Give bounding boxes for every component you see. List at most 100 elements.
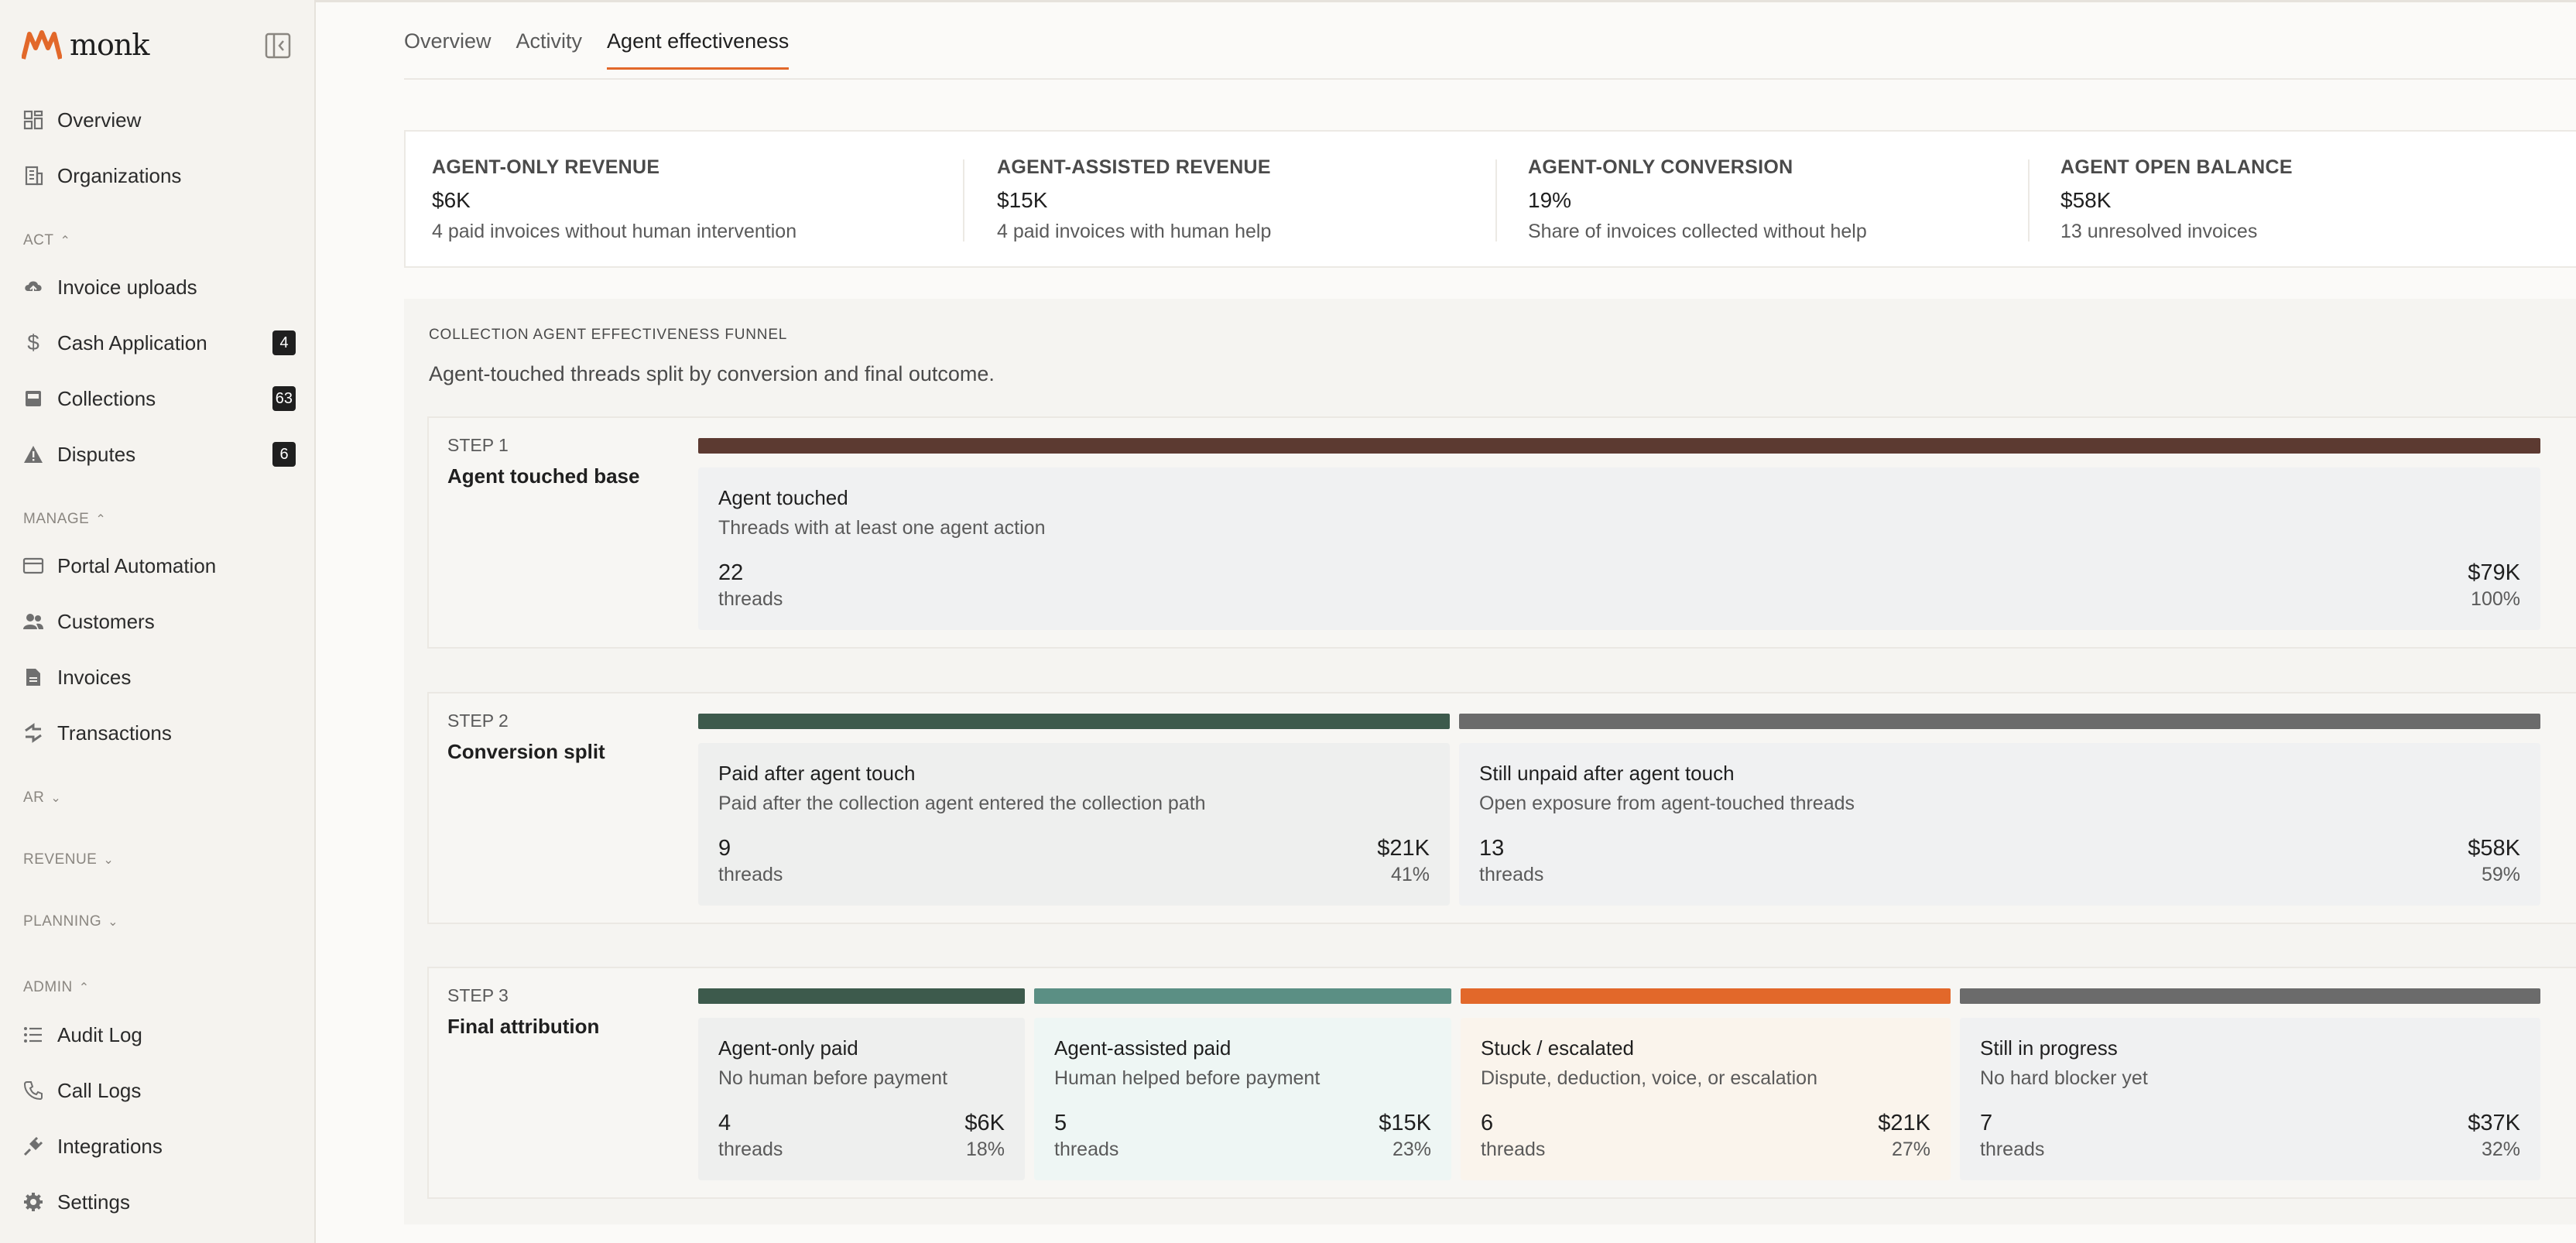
segment-card: Still unpaid after agent touch Open expos… bbox=[1459, 743, 2540, 906]
users-icon bbox=[22, 610, 45, 633]
sidebar-item-label: Integrations bbox=[57, 1134, 163, 1158]
segment-title: Agent touched bbox=[718, 486, 848, 509]
chevron-down-icon: ⌄ bbox=[103, 854, 115, 867]
segment-unit: threads bbox=[718, 588, 783, 610]
sidebar-item-settings[interactable]: Settings bbox=[22, 1183, 297, 1221]
sidebar-item-customers[interactable]: Customers bbox=[22, 603, 297, 640]
funnel-segment-paid-after-agent-touch[interactable]: Paid after agent touch Paid after the col… bbox=[698, 714, 1450, 907]
segment-description: Dispute, deduction, voice, or escalation bbox=[1481, 1067, 1817, 1089]
segment-card: Agent touched Threads with at least one a… bbox=[698, 467, 2540, 630]
segment-amount: $15K bbox=[1379, 1111, 1431, 1135]
segment-unit: threads bbox=[1054, 1139, 1119, 1160]
funnel-segment-still-unpaid-after-agent-touch[interactable]: Still unpaid after agent touch Open expos… bbox=[1459, 714, 2540, 907]
step-number: STEP 1 bbox=[447, 435, 509, 455]
segment-count: 13 bbox=[1479, 836, 1505, 861]
sidebar-item-invoices[interactable]: Invoices bbox=[22, 659, 297, 696]
segment-amount: $37K bbox=[2468, 1111, 2520, 1135]
sidebar-item-overview[interactable]: Overview bbox=[22, 101, 297, 139]
segment-title: Agent-only paid bbox=[718, 1036, 858, 1060]
sidebar-item-label: Invoices bbox=[57, 665, 132, 689]
sidebar-item-integrations[interactable]: Integrations bbox=[22, 1128, 297, 1165]
tabs-divider bbox=[404, 78, 2576, 80]
segment-title: Still unpaid after agent touch bbox=[1479, 762, 1735, 785]
section-label: ADMIN bbox=[23, 979, 73, 995]
segment-percent: 23% bbox=[1392, 1139, 1431, 1160]
sidebar-item-collections[interactable]: Collections 63 bbox=[22, 380, 297, 417]
funnel-segment-still-in-progress[interactable]: Still in progress No hard blocker yet 7 thr… bbox=[1960, 988, 2540, 1182]
funnel-segment-agent-touched[interactable]: Agent touched Threads with at least one a… bbox=[698, 438, 2540, 632]
segment-unit: threads bbox=[718, 864, 783, 885]
chevron-up-icon: ⌃ bbox=[78, 981, 90, 995]
segment-percent: 41% bbox=[1390, 864, 1430, 885]
brand[interactable]: monk bbox=[22, 28, 149, 62]
kpi-value: $58K bbox=[2060, 188, 2112, 212]
segment-percent: 18% bbox=[965, 1139, 1005, 1160]
segment-card: Agent-assisted paid Human helped before p… bbox=[1034, 1018, 1451, 1180]
phone-icon bbox=[22, 1079, 45, 1102]
section-manage-toggle[interactable]: MANAGE ⌃ bbox=[23, 511, 106, 528]
grid-icon bbox=[22, 108, 45, 132]
section-label: ACT bbox=[23, 232, 54, 248]
kpi-agent-assisted-revenue: AGENT-ASSISTED REVENUE $15K 4 paid invoi… bbox=[997, 156, 1271, 243]
section-act-toggle[interactable]: ACT ⌃ bbox=[23, 232, 70, 249]
sidebar-item-label: Customers bbox=[57, 609, 155, 633]
step-name: Conversion split bbox=[447, 740, 605, 763]
tab-overview[interactable]: Overview bbox=[404, 29, 492, 53]
kpi-divider bbox=[2028, 159, 2030, 241]
kpi-title: AGENT OPEN BALANCE bbox=[2060, 156, 2293, 178]
section-label: MANAGE bbox=[23, 511, 90, 527]
kpi-subtitle: Share of invoices collected without help bbox=[1528, 221, 1867, 242]
funnel-step-2: STEP 2 Conversion split Paid after agent… bbox=[427, 692, 2576, 924]
sidebar-item-organizations[interactable]: Organizations bbox=[22, 157, 297, 194]
sidebar-item-label: Cash Application bbox=[57, 330, 207, 354]
segment-bar bbox=[1034, 988, 1451, 1004]
kpi-agent-open-balance: AGENT OPEN BALANCE $58K 13 unresolved in… bbox=[2060, 156, 2293, 243]
segment-card: Agent-only paid No human before payment 4 t… bbox=[698, 1018, 1025, 1180]
section-revenue-toggle[interactable]: REVENUE ⌄ bbox=[23, 851, 114, 868]
funnel-step-3: STEP 3 Final attribution Agent-only paid… bbox=[427, 967, 2576, 1199]
kpi-value: 19% bbox=[1528, 188, 1572, 212]
section-planning-toggle[interactable]: PLANNING ⌄ bbox=[23, 913, 118, 930]
segment-bar bbox=[1459, 714, 2540, 729]
kpi-value: $15K bbox=[997, 188, 1048, 212]
tab-bar: Overview Activity Agent effectiveness bbox=[404, 29, 790, 70]
segment-count: 22 bbox=[718, 560, 744, 585]
sidebar-collapse-icon[interactable] bbox=[265, 33, 291, 59]
sidebar-item-transactions[interactable]: Transactions bbox=[22, 714, 297, 752]
funnel-title: COLLECTION AGENT EFFECTIVENESS FUNNEL bbox=[429, 327, 788, 343]
segment-unit: threads bbox=[718, 1139, 783, 1160]
plug-icon bbox=[22, 1135, 45, 1158]
warning-icon bbox=[22, 443, 45, 466]
upload-cloud-icon bbox=[22, 276, 45, 299]
building-icon bbox=[22, 164, 45, 187]
segment-title: Agent-assisted paid bbox=[1054, 1036, 1231, 1060]
step-number: STEP 3 bbox=[447, 985, 509, 1005]
sidebar-item-audit-log[interactable]: Audit Log bbox=[22, 1016, 297, 1053]
tab-activity[interactable]: Activity bbox=[516, 29, 583, 53]
funnel-description: Agent-touched threads split by conversio… bbox=[429, 362, 995, 385]
tab-agent-effectiveness[interactable]: Agent effectiveness bbox=[607, 29, 790, 70]
chevron-down-icon: ⌄ bbox=[108, 916, 119, 929]
sidebar-item-disputes[interactable]: Disputes 6 bbox=[22, 436, 297, 473]
count-badge: 4 bbox=[272, 330, 296, 355]
sidebar-item-label: Organizations bbox=[57, 163, 182, 187]
sidebar-item-call-logs[interactable]: Call Logs bbox=[22, 1072, 297, 1109]
sidebar-item-cash-application[interactable]: $ Cash Application 4 bbox=[22, 324, 297, 361]
segment-description: Open exposure from agent-touched threads bbox=[1479, 793, 1855, 814]
segment-bar bbox=[1461, 988, 1951, 1004]
funnel-segment-stuck-escalated[interactable]: Stuck / escalated Dispute, deduction, voi… bbox=[1461, 988, 1951, 1182]
funnel-segment-agent-only-paid[interactable]: Agent-only paid No human before payment 4 t… bbox=[698, 988, 1025, 1182]
segment-description: Paid after the collection agent entered … bbox=[718, 793, 1206, 814]
segment-amount: $21K bbox=[1377, 836, 1430, 861]
sidebar-item-portal-automation[interactable]: Portal Automation bbox=[22, 547, 297, 584]
segment-description: No human before payment bbox=[718, 1067, 948, 1089]
chevron-down-icon: ⌄ bbox=[50, 792, 62, 805]
browser-icon bbox=[22, 554, 45, 577]
funnel-segment-agent-assisted-paid[interactable]: Agent-assisted paid Human helped before p… bbox=[1034, 988, 1451, 1182]
section-admin-toggle[interactable]: ADMIN ⌃ bbox=[23, 979, 90, 996]
segment-card: Still in progress No hard blocker yet 7 thr… bbox=[1960, 1018, 2540, 1180]
section-ar-toggle[interactable]: AR ⌄ bbox=[23, 789, 61, 806]
chevron-up-icon: ⌃ bbox=[60, 235, 71, 248]
sidebar-item-invoice-uploads[interactable]: Invoice uploads bbox=[22, 269, 297, 306]
segment-amount: $79K bbox=[2468, 560, 2520, 585]
